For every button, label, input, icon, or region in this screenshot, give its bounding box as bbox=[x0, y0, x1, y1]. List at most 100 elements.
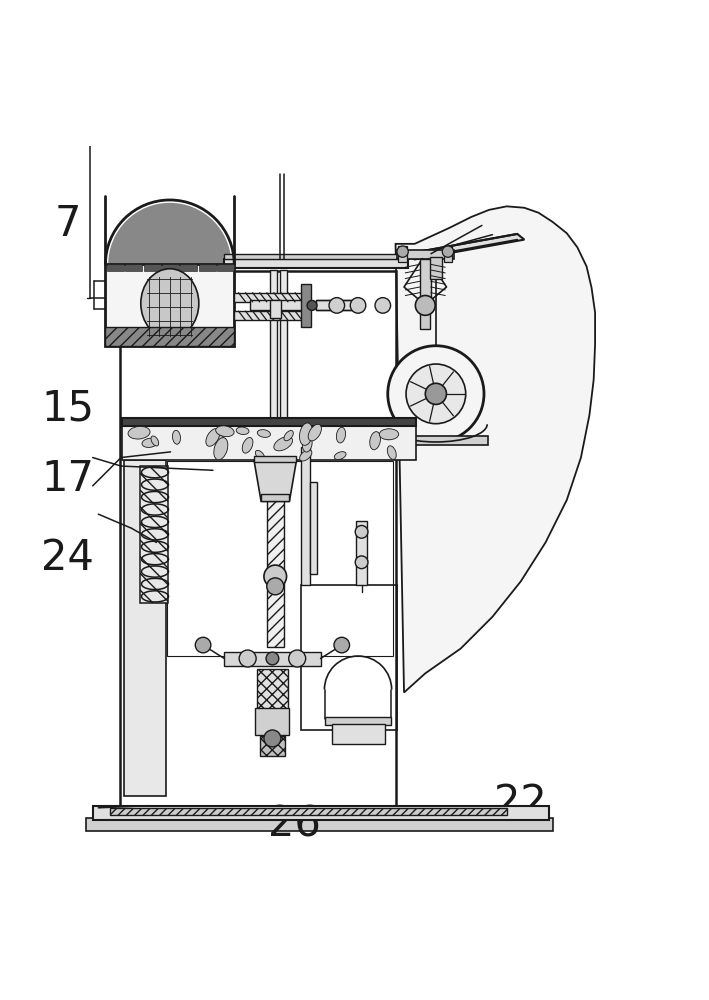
Bar bbox=[444, 246, 452, 262]
Circle shape bbox=[264, 565, 286, 588]
Polygon shape bbox=[162, 264, 179, 271]
Bar bbox=[259, 736, 285, 756]
Circle shape bbox=[264, 730, 281, 747]
Circle shape bbox=[195, 637, 211, 653]
Bar bbox=[255, 708, 289, 735]
Bar bbox=[270, 270, 277, 447]
Ellipse shape bbox=[274, 437, 293, 451]
Bar bbox=[332, 724, 385, 744]
Text: 22: 22 bbox=[494, 782, 547, 824]
Circle shape bbox=[397, 246, 408, 257]
Circle shape bbox=[442, 246, 454, 257]
Text: 26: 26 bbox=[268, 803, 320, 845]
Bar bbox=[257, 669, 288, 710]
Text: 7: 7 bbox=[55, 203, 81, 245]
Polygon shape bbox=[125, 460, 167, 524]
Bar bbox=[234, 293, 305, 302]
Bar bbox=[254, 456, 296, 462]
Bar bbox=[316, 300, 362, 310]
Ellipse shape bbox=[255, 450, 264, 460]
Bar bbox=[301, 585, 397, 730]
Polygon shape bbox=[199, 264, 216, 271]
Ellipse shape bbox=[336, 427, 345, 443]
Ellipse shape bbox=[216, 426, 234, 437]
Ellipse shape bbox=[128, 426, 150, 439]
Ellipse shape bbox=[370, 432, 381, 450]
Bar bbox=[356, 521, 367, 585]
Circle shape bbox=[350, 298, 366, 313]
Bar bbox=[124, 460, 167, 796]
Bar bbox=[325, 717, 391, 725]
Bar bbox=[167, 461, 393, 656]
Bar bbox=[111, 808, 507, 815]
Bar bbox=[267, 494, 284, 647]
Ellipse shape bbox=[299, 423, 313, 445]
Circle shape bbox=[289, 650, 306, 667]
Bar bbox=[234, 311, 305, 320]
Bar bbox=[106, 327, 234, 346]
Bar bbox=[123, 426, 416, 460]
Circle shape bbox=[267, 578, 284, 595]
Polygon shape bbox=[408, 234, 525, 259]
Text: 17: 17 bbox=[42, 458, 94, 500]
Bar bbox=[123, 418, 416, 426]
Circle shape bbox=[355, 556, 368, 569]
Bar bbox=[301, 447, 310, 585]
Bar bbox=[140, 466, 169, 603]
Ellipse shape bbox=[385, 429, 391, 440]
Circle shape bbox=[425, 383, 447, 404]
Text: 24: 24 bbox=[42, 537, 94, 579]
Ellipse shape bbox=[300, 450, 312, 461]
Circle shape bbox=[388, 346, 484, 442]
Bar bbox=[261, 494, 289, 501]
Circle shape bbox=[375, 298, 391, 313]
Circle shape bbox=[334, 637, 350, 653]
Bar bbox=[250, 300, 311, 310]
Ellipse shape bbox=[142, 438, 158, 447]
Ellipse shape bbox=[172, 430, 181, 444]
Ellipse shape bbox=[242, 437, 253, 453]
Ellipse shape bbox=[206, 429, 220, 446]
Text: 15: 15 bbox=[41, 387, 94, 429]
Bar bbox=[106, 264, 234, 346]
Bar bbox=[93, 806, 549, 820]
Bar bbox=[420, 259, 431, 303]
Bar bbox=[224, 652, 320, 666]
Bar bbox=[223, 259, 408, 268]
Bar bbox=[310, 482, 317, 574]
Ellipse shape bbox=[214, 438, 228, 460]
Ellipse shape bbox=[387, 446, 396, 459]
Polygon shape bbox=[396, 206, 595, 692]
Circle shape bbox=[355, 525, 368, 538]
Ellipse shape bbox=[211, 433, 225, 445]
Bar bbox=[223, 254, 408, 259]
Bar bbox=[270, 300, 281, 318]
Ellipse shape bbox=[308, 424, 321, 441]
Circle shape bbox=[329, 298, 345, 313]
Polygon shape bbox=[254, 460, 296, 501]
Bar bbox=[420, 304, 430, 329]
Circle shape bbox=[415, 296, 435, 315]
Polygon shape bbox=[125, 264, 143, 271]
Bar bbox=[86, 818, 552, 831]
Ellipse shape bbox=[151, 436, 159, 446]
Ellipse shape bbox=[334, 452, 346, 460]
Bar bbox=[430, 257, 442, 279]
Bar bbox=[398, 246, 407, 262]
Polygon shape bbox=[144, 264, 161, 271]
Bar bbox=[385, 436, 488, 445]
Bar bbox=[280, 270, 287, 447]
Bar bbox=[301, 284, 311, 327]
Wedge shape bbox=[108, 203, 231, 264]
Ellipse shape bbox=[236, 427, 249, 434]
Circle shape bbox=[266, 652, 279, 665]
Circle shape bbox=[239, 650, 256, 667]
Circle shape bbox=[307, 300, 317, 310]
Bar bbox=[397, 250, 454, 259]
Circle shape bbox=[406, 364, 466, 424]
Polygon shape bbox=[107, 264, 124, 271]
Ellipse shape bbox=[379, 429, 398, 440]
Polygon shape bbox=[180, 264, 197, 271]
Polygon shape bbox=[217, 264, 234, 271]
Ellipse shape bbox=[141, 269, 199, 338]
